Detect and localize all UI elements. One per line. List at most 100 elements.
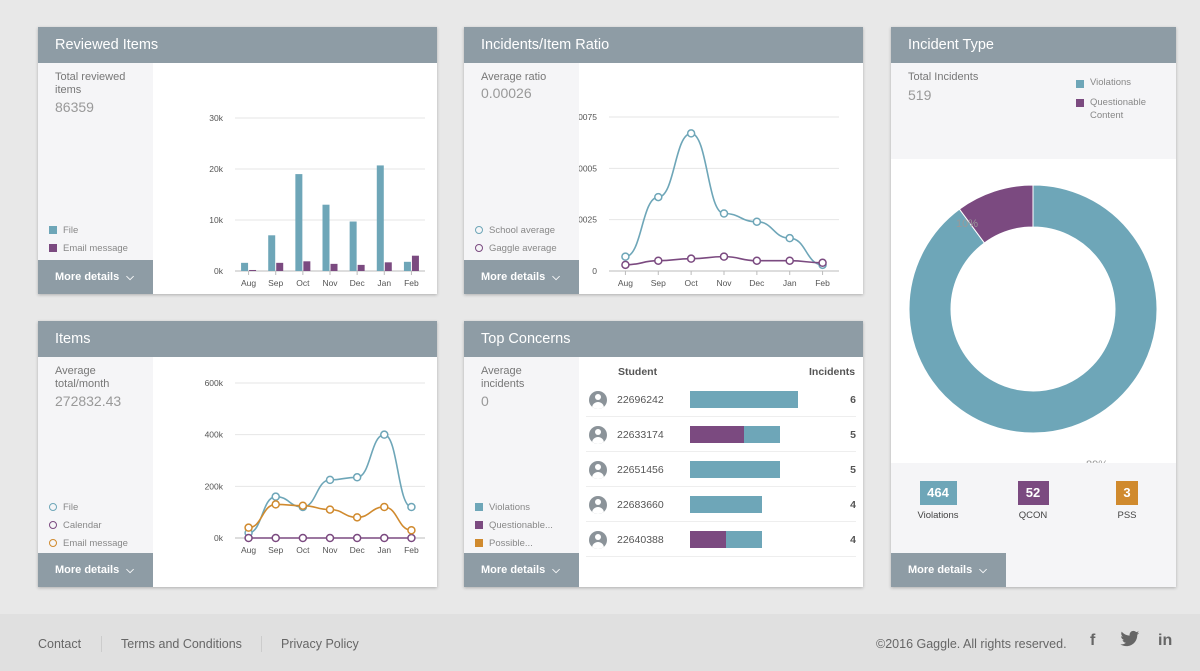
footer-divider [101,636,102,652]
data-point [298,533,308,543]
top-concerns-summary: Average incidents 0 Violations Questiona… [464,357,579,587]
incident-bar [690,461,780,478]
data-point [752,256,762,265]
facebook-icon[interactable]: f [1090,632,1096,649]
pss-stat: 3 PSS [1092,481,1162,521]
chevron-down-icon: ⌵ [552,272,560,283]
legend-swatch [475,226,483,234]
x-tick-label: Nov [322,278,338,288]
legend-item: Questionable Content [1076,96,1160,124]
legend-swatch [475,503,483,511]
concerns-more-details-button[interactable]: More details ⌵ [464,553,579,587]
data-point [271,500,280,509]
items-summary: Average total/month 272832.43 File Calen… [38,357,153,587]
concern-row[interactable]: 22696242 6 [586,383,856,417]
user-avatar-icon [589,495,607,514]
legend-label: Possible... [489,537,533,549]
x-tick-label: Feb [815,278,830,288]
legend-swatch [1076,99,1084,107]
data-point [244,533,253,543]
incident-bar-segment [726,531,762,548]
legend-label: Questionable... [489,519,553,531]
data-point [325,533,335,543]
student-id: 22696242 [617,393,664,406]
incident-type-more-details-button[interactable]: More details ⌵ [891,553,1006,587]
y-tick-label: 0.0005 [579,163,597,173]
total-reviewed-label: Total reviewed items [55,71,126,96]
concern-row[interactable]: 22651456 5 [586,453,856,487]
donut-slice-violations [908,184,1158,434]
x-tick-label: Feb [404,278,419,288]
data-point [352,513,362,522]
average-total-value: 272832.43 [55,393,122,409]
qcon-stat: 52 QCON [998,481,1068,521]
student-id: 22640388 [617,533,664,546]
incident-bar-segment [690,461,780,478]
bar-email-message [411,255,419,271]
legend-label: Violations [1090,77,1132,88]
chevron-down-icon: ⌵ [979,565,987,576]
chevron-down-icon: ⌵ [126,565,134,576]
x-tick-label: Oct [296,278,310,288]
legend-item: Calendar [49,516,128,534]
data-point [654,256,663,265]
legend-swatch [475,244,483,252]
reviewed-items-title: Reviewed Items [38,27,437,63]
legend-swatch [49,539,57,547]
concern-row[interactable]: 22640388 4 [586,523,856,557]
legend-item: File [49,221,128,239]
footer-contact-link[interactable]: Contact [38,637,82,651]
average-total-label: Average total/month [55,365,110,390]
footer: Contact Terms and Conditions Privacy Pol… [0,614,1200,671]
footer-terms-link[interactable]: Terms and Conditions [121,637,242,651]
legend-label: Email message [63,537,128,549]
x-tick-label: Sep [268,545,283,555]
reviewed-more-details-button[interactable]: More details ⌵ [38,260,153,294]
footer-privacy-link[interactable]: Privacy Policy [281,637,359,651]
ratio-more-details-button[interactable]: More details ⌵ [464,260,579,294]
more-details-label: More details [908,564,973,576]
bar-email-message [303,261,311,271]
incident-count: 5 [850,428,856,441]
legend-swatch [49,503,57,511]
legend-label: Gaggle average [489,242,557,254]
data-point [380,533,389,543]
twitter-icon[interactable] [1120,630,1140,653]
incident-type-legend: Violations Questionable Content [1076,77,1160,124]
concern-row[interactable]: 22683660 4 [586,488,856,522]
incident-ratio-summary: Average ratio 0.00026 School average Gag… [464,63,579,294]
legend-swatch [49,226,57,234]
x-tick-label: Aug [241,545,256,555]
x-tick-label: Nov [322,545,338,555]
data-point [298,501,308,510]
items-more-details-button[interactable]: More details ⌵ [38,553,153,587]
student-id: 22633174 [617,428,664,441]
more-details-label: More details [55,564,120,576]
legend-item: Questionable... [475,516,553,534]
legend-item: Violations [1076,77,1160,96]
bar-file [322,204,330,271]
bar-email-message [384,262,392,271]
donut-slice-questionable-content [958,184,1034,244]
legend-label: Email message [63,242,128,254]
concern-row[interactable]: 22633174 5 [586,418,856,452]
pss-stat-label: PSS [1117,510,1137,521]
data-point [621,260,630,270]
legend-swatch [1076,80,1084,88]
qcon-count: 52 [1017,481,1049,505]
legend-label: Violations [489,501,531,513]
violations-stat-label: Violations [917,510,959,521]
data-point [407,526,416,535]
legend-label: File [63,501,79,513]
linkedin-icon[interactable]: in [1158,632,1173,649]
incident-bar-segment [690,531,726,548]
incident-bar-segment [744,426,780,443]
violations-count: 464 [919,481,957,505]
student-column-header: Student [618,366,658,378]
bar-email-message [276,262,284,271]
incident-type-donut-chart: 89% 10% [908,184,1158,463]
student-id: 22651456 [617,463,664,476]
average-incidents-value: 0 [481,393,489,409]
average-ratio-label: Average ratio [481,71,547,83]
